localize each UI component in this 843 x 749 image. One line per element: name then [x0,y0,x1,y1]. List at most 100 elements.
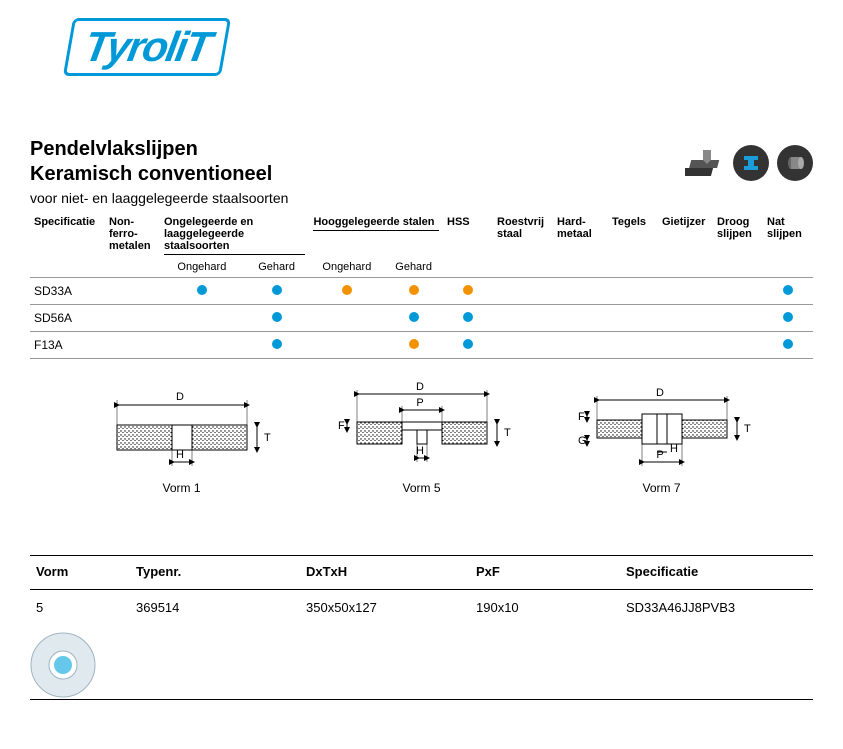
dot-icon [272,285,282,295]
spec-cell [244,278,310,305]
spec-row: SD33A [30,278,813,305]
col-gietijzer: Gietijzer [658,212,713,259]
spec-subheader-row: Ongehard Gehard Ongehard Gehard [30,259,813,278]
col-nat: Nat slijpen [763,212,813,259]
spec-cell [105,332,160,359]
spec-cell: SD33A [30,278,105,305]
spec-cell [553,332,608,359]
spec-row: F13A [30,332,813,359]
sub-gehard-2: Gehard [384,259,443,278]
svg-text:G: G [578,435,587,447]
dot-icon [783,339,793,349]
product-table: Vorm Typenr. DxTxH PxF Specificatie 5 36… [30,555,813,700]
wheel-thumbnail [30,632,96,698]
page-title-1: Pendelvlakslijpen [30,138,288,161]
spec-cell [384,305,443,332]
spec-cell [553,305,608,332]
spec-cell [105,278,160,305]
spec-cell [160,305,244,332]
svg-text:F: F [338,420,345,432]
spec-cell [608,305,658,332]
dot-icon [409,285,419,295]
spec-cell [443,305,493,332]
cell-dxtxh: 350x50x127 [300,590,470,626]
col-roestvrij: Roestvrij staal [493,212,553,259]
spec-cell [658,332,713,359]
svg-text:H: H [176,449,184,461]
product-thumb-row [30,625,813,699]
diagram-label-7: Vorm 7 [572,481,752,495]
spec-cell [608,332,658,359]
product-row: 5 369514 350x50x127 190x10 SD33A46JJ8PVB… [30,590,813,626]
spec-cell [553,278,608,305]
svg-text:T: T [504,427,511,439]
dot-icon [463,312,473,322]
spec-cell [658,278,713,305]
spec-cell: SD56A [30,305,105,332]
diagram-vorm-5: D P T F H Vorm 5 [332,370,512,495]
col-tegels: Tegels [608,212,658,259]
cell-typenr: 369514 [130,590,300,626]
spec-cell [713,305,763,332]
svg-text:T: T [264,432,271,444]
col-hardmetaal: Hard-metaal [553,212,608,259]
col-ongelegeerde: Ongelegeerde en laaggelegeerde staalsoor… [160,212,309,259]
application-icon-1 [685,145,725,181]
svg-text:P: P [416,397,423,409]
spec-cell [309,278,384,305]
brand-logo: TyroliT [68,18,226,76]
spec-cell [244,332,310,359]
svg-text:H: H [416,445,424,457]
diagram-label-1: Vorm 1 [92,481,272,495]
col-hooggelegeerde: Hooggelegeerde stalen [309,212,443,259]
col-pxf: PxF [470,556,620,590]
spec-cell [763,332,813,359]
col-specificatie: Specificatie [30,212,105,259]
dot-icon [783,312,793,322]
dot-icon [197,285,207,295]
svg-text:P: P [656,449,663,461]
col-droog: Droog slijpen [713,212,763,259]
brand-logo-text: TyroliT [63,18,232,76]
spec-cell [493,332,553,359]
dot-icon [463,339,473,349]
specification-matrix: Specificatie Non-ferro-metalen Ongelegee… [30,212,813,359]
header-icon-row [685,145,813,181]
spec-cell [160,278,244,305]
spec-cell: F13A [30,332,105,359]
spec-cell [384,278,443,305]
spec-cell [658,305,713,332]
product-header-row: Vorm Typenr. DxTxH PxF Specificatie [30,556,813,590]
spec-header-row: Specificatie Non-ferro-metalen Ongelegee… [30,212,813,259]
spec-cell [713,332,763,359]
sub-ongehard-1: Ongehard [160,259,244,278]
spec-cell [493,305,553,332]
spec-cell [244,305,310,332]
svg-text:F: F [578,411,585,423]
dot-icon [272,339,282,349]
svg-text:T: T [744,423,751,435]
diagram-vorm-1: D T H Vorm 1 [92,370,272,495]
spec-cell [608,278,658,305]
dot-icon [463,285,473,295]
col-typenr: Typenr. [130,556,300,590]
spec-cell [309,305,384,332]
spec-cell [160,332,244,359]
cell-pxf: 190x10 [470,590,620,626]
col-specificatie-2: Specificatie [620,556,813,590]
dot-icon [342,285,352,295]
dot-icon [409,312,419,322]
page-subtitle: voor niet- en laaggelegeerde staalsoorte… [30,190,288,206]
svg-text:D: D [416,381,424,393]
material-icon-steel [733,145,769,181]
sub-ongehard-2: Ongehard [309,259,384,278]
sub-gehard-1: Gehard [244,259,310,278]
spec-cell [763,278,813,305]
spec-cell [309,332,384,359]
diagram-label-5: Vorm 5 [332,481,512,495]
col-ongelegeerde-label: Ongelegeerde en laaggelegeerde staalsoor… [164,216,253,252]
spec-cell [443,332,493,359]
spec-cell [493,278,553,305]
col-dxtxh: DxTxH [300,556,470,590]
svg-text:D: D [176,391,184,403]
